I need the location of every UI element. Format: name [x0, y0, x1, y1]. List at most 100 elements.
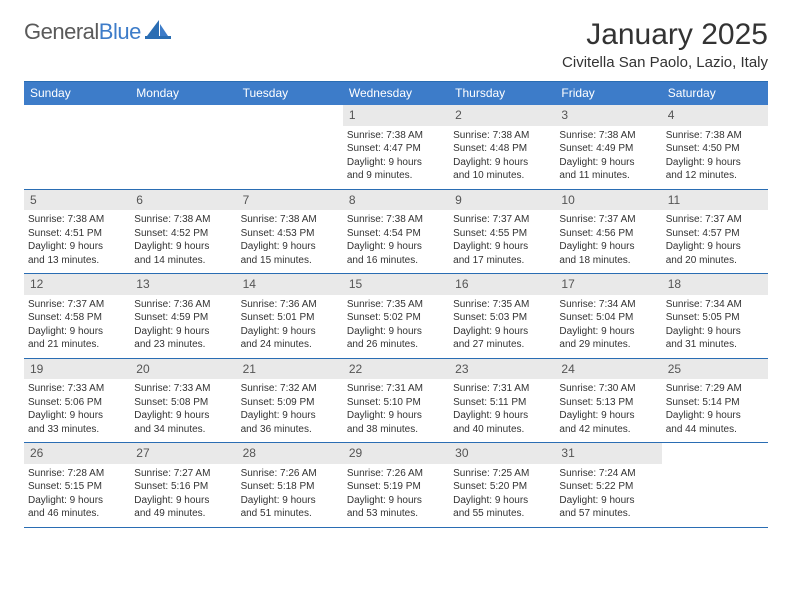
daylight-line-1: Daylight: 9 hours — [453, 240, 551, 254]
day-number-bar: 16 — [449, 274, 555, 295]
daylight-line-1: Daylight: 9 hours — [347, 240, 445, 254]
day-cell: 8Sunrise: 7:38 AMSunset: 4:54 PMDaylight… — [343, 190, 449, 274]
sunset-line: Sunset: 5:15 PM — [28, 480, 126, 494]
day-number-bar: 3 — [555, 105, 661, 126]
sunrise-line: Sunrise: 7:26 AM — [241, 467, 339, 481]
week-row: 1Sunrise: 7:38 AMSunset: 4:47 PMDaylight… — [24, 105, 768, 190]
daylight-line-2: and 44 minutes. — [666, 423, 764, 437]
day-cell: 7Sunrise: 7:38 AMSunset: 4:53 PMDaylight… — [237, 190, 343, 274]
daylight-line-1: Daylight: 9 hours — [241, 240, 339, 254]
daylight-line-1: Daylight: 9 hours — [28, 240, 126, 254]
sunrise-line: Sunrise: 7:38 AM — [666, 129, 764, 143]
day-number: 11 — [668, 193, 680, 207]
day-number: 9 — [455, 193, 462, 207]
day-header: Thursday — [449, 82, 555, 105]
day-header: Friday — [555, 82, 661, 105]
sunrise-line: Sunrise: 7:33 AM — [134, 382, 232, 396]
day-cell: 17Sunrise: 7:34 AMSunset: 5:04 PMDayligh… — [555, 274, 661, 358]
daylight-line-1: Daylight: 9 hours — [453, 325, 551, 339]
daylight-line-2: and 53 minutes. — [347, 507, 445, 521]
day-cell: 5Sunrise: 7:38 AMSunset: 4:51 PMDaylight… — [24, 190, 130, 274]
sunset-line: Sunset: 5:08 PM — [134, 396, 232, 410]
day-number: 22 — [349, 362, 362, 376]
week-row: 12Sunrise: 7:37 AMSunset: 4:58 PMDayligh… — [24, 274, 768, 359]
day-number-bar: 4 — [662, 105, 768, 126]
day-number-bar: 26 — [24, 443, 130, 464]
sunset-line: Sunset: 4:51 PM — [28, 227, 126, 241]
sunrise-line: Sunrise: 7:33 AM — [28, 382, 126, 396]
sunset-line: Sunset: 5:10 PM — [347, 396, 445, 410]
day-number-bar: 20 — [130, 359, 236, 380]
daylight-line-1: Daylight: 9 hours — [134, 240, 232, 254]
day-number: 20 — [136, 362, 149, 376]
header: GeneralBlue January 2025 Civitella San P… — [0, 0, 792, 77]
day-number-bar: 1 — [343, 105, 449, 126]
day-cell: 28Sunrise: 7:26 AMSunset: 5:18 PMDayligh… — [237, 443, 343, 527]
day-cell: 9 Sunrise: 7:37 AMSunset: 4:55 PMDaylight… — [449, 190, 555, 274]
sunset-line: Sunset: 5:03 PM — [453, 311, 551, 325]
daylight-line-2: and 9 minutes. — [347, 169, 445, 183]
sunset-line: Sunset: 5:04 PM — [559, 311, 657, 325]
daylight-line-1: Daylight: 9 hours — [666, 156, 764, 170]
day-number: 16 — [455, 277, 468, 291]
day-cell: 13Sunrise: 7:36 AMSunset: 4:59 PMDayligh… — [130, 274, 236, 358]
sunrise-line: Sunrise: 7:34 AM — [559, 298, 657, 312]
daylight-line-1: Daylight: 9 hours — [134, 494, 232, 508]
day-number: 23 — [455, 362, 468, 376]
daylight-line-1: Daylight: 9 hours — [559, 240, 657, 254]
day-number: 30 — [455, 446, 468, 460]
sunrise-line: Sunrise: 7:24 AM — [559, 467, 657, 481]
day-number-bar: 22 — [343, 359, 449, 380]
day-cell: 2Sunrise: 7:38 AMSunset: 4:48 PMDaylight… — [449, 105, 555, 189]
daylight-line-1: Daylight: 9 hours — [28, 325, 126, 339]
day-number-bar: 11 — [662, 190, 768, 211]
daylight-line-2: and 42 minutes. — [559, 423, 657, 437]
day-number: 31 — [561, 446, 574, 460]
day-number: 14 — [243, 277, 256, 291]
day-cell: 23Sunrise: 7:31 AMSunset: 5:11 PMDayligh… — [449, 359, 555, 443]
sunset-line: Sunset: 4:56 PM — [559, 227, 657, 241]
day-number: 17 — [561, 277, 574, 291]
day-header: Tuesday — [237, 82, 343, 105]
day-number: 18 — [668, 277, 681, 291]
sunrise-line: Sunrise: 7:36 AM — [241, 298, 339, 312]
day-cell — [130, 105, 236, 189]
day-number: 5 — [30, 193, 37, 207]
daylight-line-1: Daylight: 9 hours — [134, 325, 232, 339]
day-cell: 1Sunrise: 7:38 AMSunset: 4:47 PMDaylight… — [343, 105, 449, 189]
daylight-line-1: Daylight: 9 hours — [347, 409, 445, 423]
sunset-line: Sunset: 5:06 PM — [28, 396, 126, 410]
daylight-line-2: and 24 minutes. — [241, 338, 339, 352]
day-number: 25 — [668, 362, 681, 376]
daylight-line-1: Daylight: 9 hours — [28, 409, 126, 423]
sunrise-line: Sunrise: 7:38 AM — [347, 213, 445, 227]
day-number: 4 — [668, 108, 675, 122]
day-cell: 6Sunrise: 7:38 AMSunset: 4:52 PMDaylight… — [130, 190, 236, 274]
sunrise-line: Sunrise: 7:25 AM — [453, 467, 551, 481]
day-cell: 19Sunrise: 7:33 AMSunset: 5:06 PMDayligh… — [24, 359, 130, 443]
daylight-line-2: and 12 minutes. — [666, 169, 764, 183]
daylight-line-2: and 31 minutes. — [666, 338, 764, 352]
day-number-bar: 14 — [237, 274, 343, 295]
sunrise-line: Sunrise: 7:38 AM — [453, 129, 551, 143]
sunrise-line: Sunrise: 7:37 AM — [453, 213, 551, 227]
day-number: 15 — [349, 277, 362, 291]
day-number-bar: 12 — [24, 274, 130, 295]
daylight-line-2: and 57 minutes. — [559, 507, 657, 521]
daylight-line-1: Daylight: 9 hours — [241, 325, 339, 339]
daylight-line-1: Daylight: 9 hours — [241, 409, 339, 423]
day-number-bar: 24 — [555, 359, 661, 380]
day-number-bar: 13 — [130, 274, 236, 295]
daylight-line-2: and 55 minutes. — [453, 507, 551, 521]
sunrise-line: Sunrise: 7:35 AM — [347, 298, 445, 312]
title-block: January 2025 Civitella San Paolo, Lazio,… — [562, 18, 768, 71]
sunrise-line: Sunrise: 7:30 AM — [559, 382, 657, 396]
sunset-line: Sunset: 4:48 PM — [453, 142, 551, 156]
sunrise-line: Sunrise: 7:32 AM — [241, 382, 339, 396]
sunset-line: Sunset: 4:55 PM — [453, 227, 551, 241]
day-number: 2 — [455, 108, 462, 122]
sunset-line: Sunset: 4:58 PM — [28, 311, 126, 325]
day-cell: 25Sunrise: 7:29 AMSunset: 5:14 PMDayligh… — [662, 359, 768, 443]
day-header: Saturday — [662, 82, 768, 105]
day-cell: 15Sunrise: 7:35 AMSunset: 5:02 PMDayligh… — [343, 274, 449, 358]
